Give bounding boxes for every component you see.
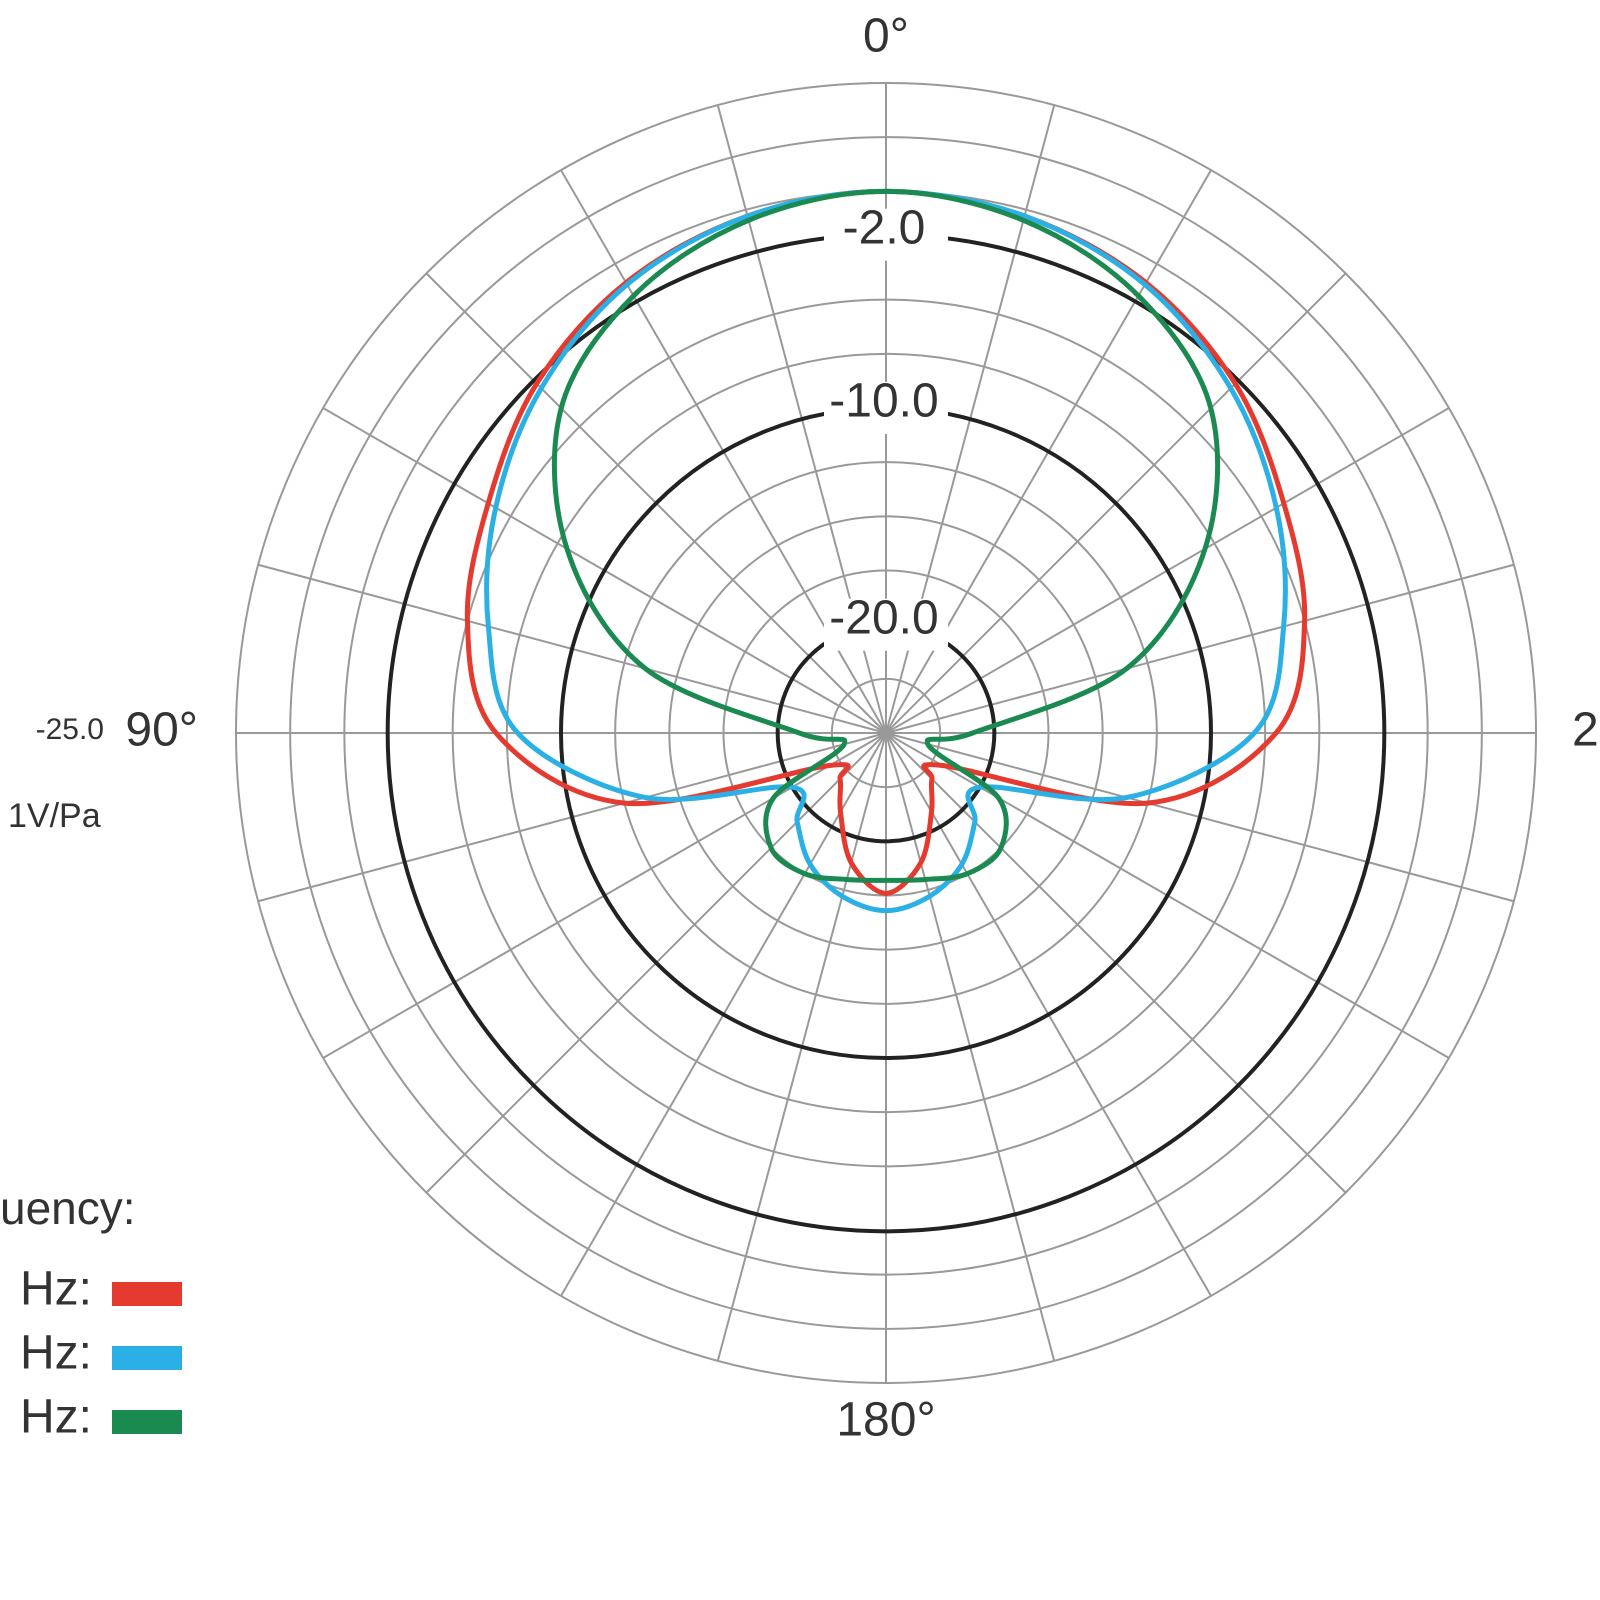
- grid-ring: [235, 82, 1537, 1384]
- r-tick-label: -20.0: [829, 591, 938, 644]
- reference-label: 1V/Pa: [8, 797, 101, 835]
- legend-label: Hz:: [20, 1263, 92, 1316]
- label-bg: [824, 598, 948, 651]
- legend-title: uency:: [0, 1182, 136, 1234]
- legend-label: Hz:: [20, 1391, 92, 1444]
- legend-swatch: [112, 1282, 182, 1306]
- theta-tick-label: 0°: [863, 10, 909, 63]
- grid-ring: [668, 515, 1104, 951]
- grid-ring: [614, 461, 1158, 1005]
- label-bg: [824, 382, 948, 434]
- series-line: [551, 188, 1221, 883]
- theta-tick-label: 270°: [1572, 704, 1600, 757]
- series-line: [464, 188, 1308, 896]
- legend-swatch: [112, 1410, 182, 1434]
- legend-label: Hz:: [20, 1327, 92, 1380]
- r-tick-label: -25.0: [36, 713, 104, 746]
- legend-swatch: [112, 1346, 182, 1370]
- grid-ring: [830, 677, 942, 789]
- theta-tick-label: 180°: [836, 1394, 935, 1447]
- r-tick-label: -2.0: [843, 201, 926, 254]
- theta-tick-label: 90°: [125, 704, 198, 757]
- series-line: [484, 188, 1288, 914]
- grid-ring: [451, 298, 1321, 1168]
- r-tick-label: -10.0: [829, 375, 938, 428]
- grid: [235, 82, 1537, 1384]
- label-bg: [824, 208, 948, 261]
- grid-ring: [505, 352, 1267, 1114]
- grid-ring: [289, 136, 1483, 1330]
